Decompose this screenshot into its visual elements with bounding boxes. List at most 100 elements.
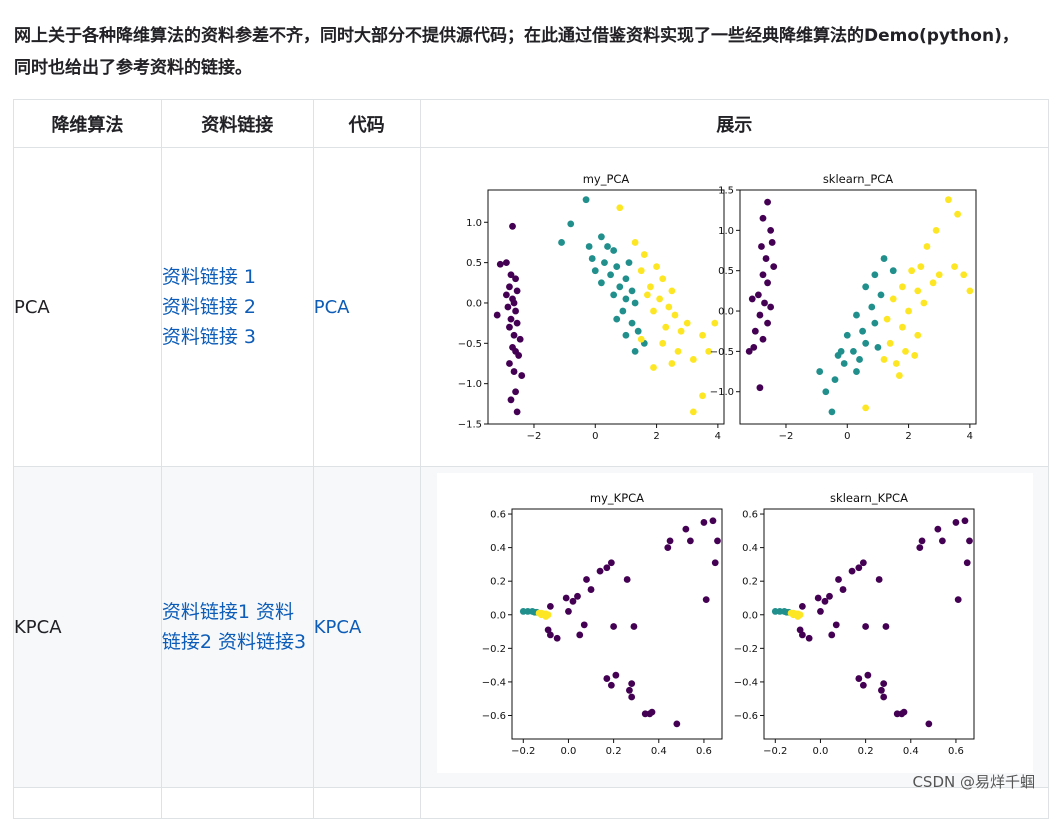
data-point-class0	[513, 287, 521, 295]
data-point-class2	[861, 404, 869, 412]
x-tick-label: 4	[714, 431, 720, 442]
data-point-class2	[901, 347, 909, 355]
data-point-class0	[754, 291, 762, 299]
data-point-class0	[756, 311, 763, 319]
data-point-class0	[623, 576, 631, 583]
data-point-class1	[566, 220, 574, 228]
data-point-class1	[852, 368, 860, 375]
x-tick-label: −0.2	[511, 746, 535, 757]
y-tick-label: −1.5	[457, 420, 481, 431]
data-point-class0	[580, 621, 588, 629]
data-point-class0	[546, 602, 554, 610]
data-point-class0	[916, 544, 923, 552]
data-point-class2	[929, 279, 937, 287]
data-point-class2	[683, 319, 691, 327]
intro-paragraph: 网上关于各种降维算法的资料参差不齐，同时大部分不提供源代码；在此通过借鉴资料实现…	[14, 26, 1019, 78]
data-point-class0	[877, 686, 885, 694]
code-link[interactable]: KPCA	[313, 616, 362, 638]
x-tick-label: 0.2	[857, 746, 873, 757]
y-tick-label: −0.5	[457, 339, 481, 350]
reference-links[interactable]: 资料链接1 资料链接2 资料链接3	[161, 601, 307, 653]
data-point-class0	[882, 623, 889, 630]
links-cell: 资料链接 1 资料链接 2 资料链接 3	[160, 147, 314, 467]
reference-link-2[interactable]: 资料链接 2	[161, 296, 257, 318]
data-point-class0	[855, 675, 862, 682]
pca-figure: my_PCA −2 0 2 4 −1.5 −1.0 −0.5 0.0 0.5 1.0 sklearn_…	[436, 154, 1033, 454]
data-point-class2	[658, 275, 666, 283]
x-tick-label: −2	[526, 431, 541, 442]
scatter-plot-my_KPCA: my_KPCA −0.2 0.0 0.2 0.4 0.6 −0.6 −0.4 −0.2 0.0 0.…	[481, 491, 723, 757]
data-point-class0	[625, 686, 633, 694]
code-link[interactable]: PCA	[313, 296, 350, 318]
data-point-class0	[546, 631, 554, 639]
y-tick-label: 0.2	[490, 577, 506, 588]
algorithm-name: KPCA	[13, 466, 162, 788]
data-point-class1	[591, 267, 599, 275]
data-point-class2	[789, 611, 797, 619]
algorithm-table: 降维算法 资料链接 代码 展示 PCA 资料链接 1 资料链接 2 资料链接 3…	[13, 99, 1049, 819]
data-point-class0	[864, 671, 871, 679]
data-point-class0	[821, 597, 829, 605]
y-tick-label: 1.0	[718, 226, 734, 237]
data-point-class2	[935, 271, 943, 279]
data-point-class2	[631, 239, 639, 246]
data-point-class1	[840, 360, 848, 367]
data-point-class2	[658, 339, 666, 347]
data-point-class2	[671, 311, 679, 319]
x-tick-label: 0.4	[902, 746, 918, 757]
x-tick-label: 2	[653, 431, 659, 442]
data-point-class1	[622, 295, 629, 303]
reference-link-3[interactable]: 资料链接 3	[161, 326, 257, 348]
data-point-class0	[514, 352, 522, 359]
y-tick-label: 0.4	[490, 543, 506, 554]
data-point-class0	[507, 271, 515, 279]
data-point-class0	[934, 525, 941, 533]
data-point-class2	[677, 327, 685, 335]
data-point-class0	[553, 634, 561, 642]
x-tick-label: 0.0	[812, 746, 828, 757]
data-point-class1	[837, 347, 845, 355]
data-point-class2	[668, 287, 675, 295]
data-point-class2	[895, 372, 903, 379]
plot-title: sklearn_KPCA	[830, 491, 908, 505]
data-point-class0	[700, 519, 707, 526]
data-point-class1	[616, 283, 623, 291]
data-point-class2	[914, 331, 921, 339]
table-row-kpca: KPCA 资料链接1 资料链接2 资料链接3 KPCA my_KPCA −0.2 0…	[13, 466, 1049, 788]
data-point-class0	[573, 592, 581, 600]
data-point-class1	[874, 343, 881, 351]
data-point-class2	[649, 364, 657, 371]
data-point-class1	[831, 376, 839, 384]
data-point-class0	[848, 567, 856, 575]
data-point-class0	[517, 372, 525, 379]
data-point-class0	[603, 675, 610, 682]
data-point-class0	[502, 259, 510, 267]
data-point-class0	[673, 720, 680, 728]
y-tick-label: 0.2	[742, 577, 758, 588]
data-point-class1	[628, 319, 636, 327]
data-point-class0	[686, 537, 694, 545]
data-point-class0	[855, 564, 862, 572]
data-point-class1	[843, 331, 851, 339]
data-point-class0	[952, 519, 959, 526]
data-point-class0	[516, 335, 524, 343]
data-point-class2	[898, 323, 906, 331]
data-point-class1	[609, 247, 617, 254]
data-point-class0	[582, 576, 590, 583]
algorithm-name: PCA	[13, 147, 162, 467]
data-point-class1	[628, 287, 636, 295]
data-point-class0	[925, 720, 932, 728]
data-point-class0	[760, 299, 768, 307]
data-point-class1	[880, 255, 888, 262]
data-point-class0	[575, 631, 583, 639]
x-tick-label: −2	[778, 431, 793, 442]
data-point-class0	[508, 222, 516, 230]
data-point-class0	[768, 239, 776, 246]
data-point-class2	[689, 408, 697, 416]
data-point-class0	[496, 260, 504, 268]
x-tick-label: 0.4	[650, 746, 666, 757]
data-point-class1	[861, 339, 869, 347]
plot-frame	[511, 508, 723, 740]
reference-link-1[interactable]: 资料链接 1	[161, 266, 257, 288]
data-point-class0	[627, 693, 635, 701]
